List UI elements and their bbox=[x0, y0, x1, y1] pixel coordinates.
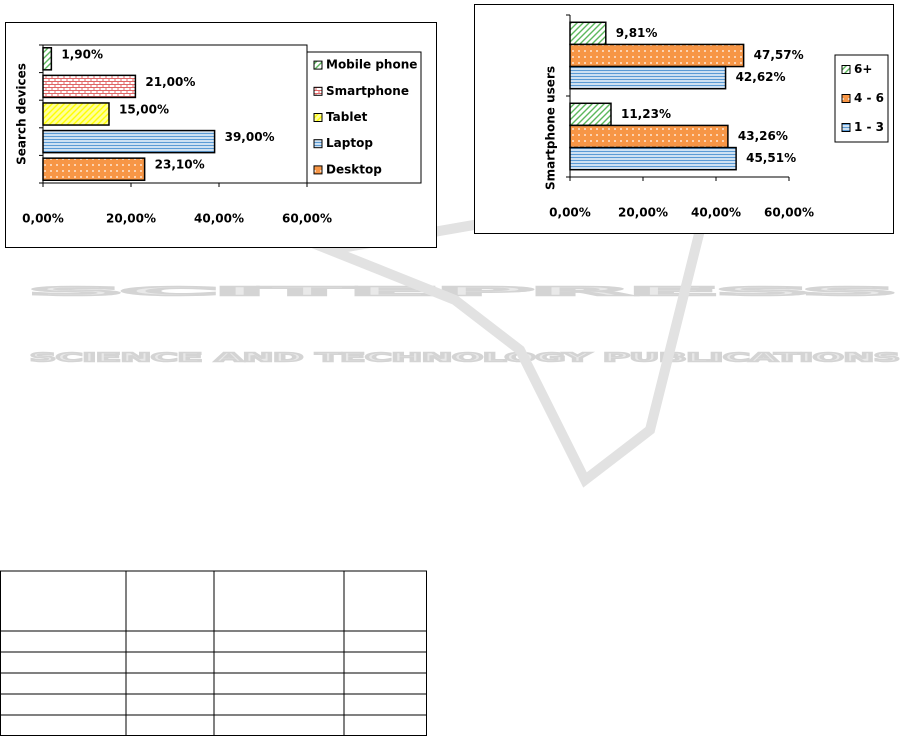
watermark-subtitle: SCIENCE AND TECHNOLOGY PUBLICATIONS bbox=[30, 351, 900, 365]
bar bbox=[42, 129, 216, 154]
data-label: 1,90% bbox=[61, 47, 103, 61]
data-label: 21,00% bbox=[145, 75, 195, 89]
bar bbox=[42, 102, 110, 126]
legend-label: 4 - 6 bbox=[854, 91, 884, 105]
bar bbox=[569, 21, 607, 46]
x-tick-label: 0,00% bbox=[22, 212, 64, 226]
legend-label: 6+ bbox=[854, 62, 872, 76]
legend-swatch bbox=[841, 94, 851, 103]
y-axis-label: Smartphone users bbox=[544, 66, 558, 190]
legend-label: Laptop bbox=[326, 136, 373, 150]
legend-box bbox=[306, 51, 422, 184]
x-tick-label: 60,00% bbox=[764, 206, 814, 220]
bar bbox=[42, 157, 146, 181]
data-label: 23,10% bbox=[155, 158, 205, 172]
y-axis-label: Search devices bbox=[15, 63, 29, 165]
data-label: 11,23% bbox=[621, 107, 671, 121]
data-label: 43,26% bbox=[738, 129, 788, 143]
data-label: 45,51% bbox=[746, 151, 796, 165]
watermark-logo bbox=[311, 204, 707, 488]
data-label: 47,57% bbox=[754, 48, 804, 62]
data-label: 42,62% bbox=[736, 70, 786, 84]
legend-swatch bbox=[313, 165, 323, 175]
bar bbox=[569, 65, 727, 90]
bar bbox=[569, 43, 745, 68]
legend-swatch bbox=[313, 60, 323, 70]
chart-frame bbox=[474, 4, 894, 234]
bar bbox=[42, 47, 53, 71]
x-tick-label: 40,00% bbox=[691, 206, 741, 220]
data-label: 15,00% bbox=[119, 103, 169, 117]
x-tick-label: 0,00% bbox=[549, 206, 591, 220]
legend-label: Desktop bbox=[326, 162, 382, 176]
x-tick-label: 20,00% bbox=[618, 206, 668, 220]
x-tick-label: 40,00% bbox=[194, 212, 244, 226]
legend-label: Smartphone bbox=[326, 84, 409, 98]
data-label: 39,00% bbox=[225, 130, 275, 144]
legend-swatch bbox=[841, 123, 851, 132]
legend-label: Mobile phone bbox=[326, 58, 417, 72]
bar bbox=[42, 74, 137, 99]
x-tick-label: 60,00% bbox=[282, 212, 332, 226]
data-label: 9,81% bbox=[616, 26, 658, 40]
x-tick-label: 20,00% bbox=[106, 212, 156, 226]
legend-swatch bbox=[313, 139, 323, 149]
bar bbox=[569, 124, 729, 149]
bar bbox=[569, 146, 737, 171]
table bbox=[0, 570, 427, 736]
watermark-title: SCITEPRESS bbox=[30, 285, 896, 299]
legend-swatch bbox=[313, 113, 323, 122]
legend-swatch bbox=[841, 65, 851, 74]
bar bbox=[569, 102, 612, 127]
legend-swatch bbox=[313, 86, 323, 96]
legend-label: 1 - 3 bbox=[854, 120, 884, 134]
legend-label: Tablet bbox=[326, 110, 368, 124]
